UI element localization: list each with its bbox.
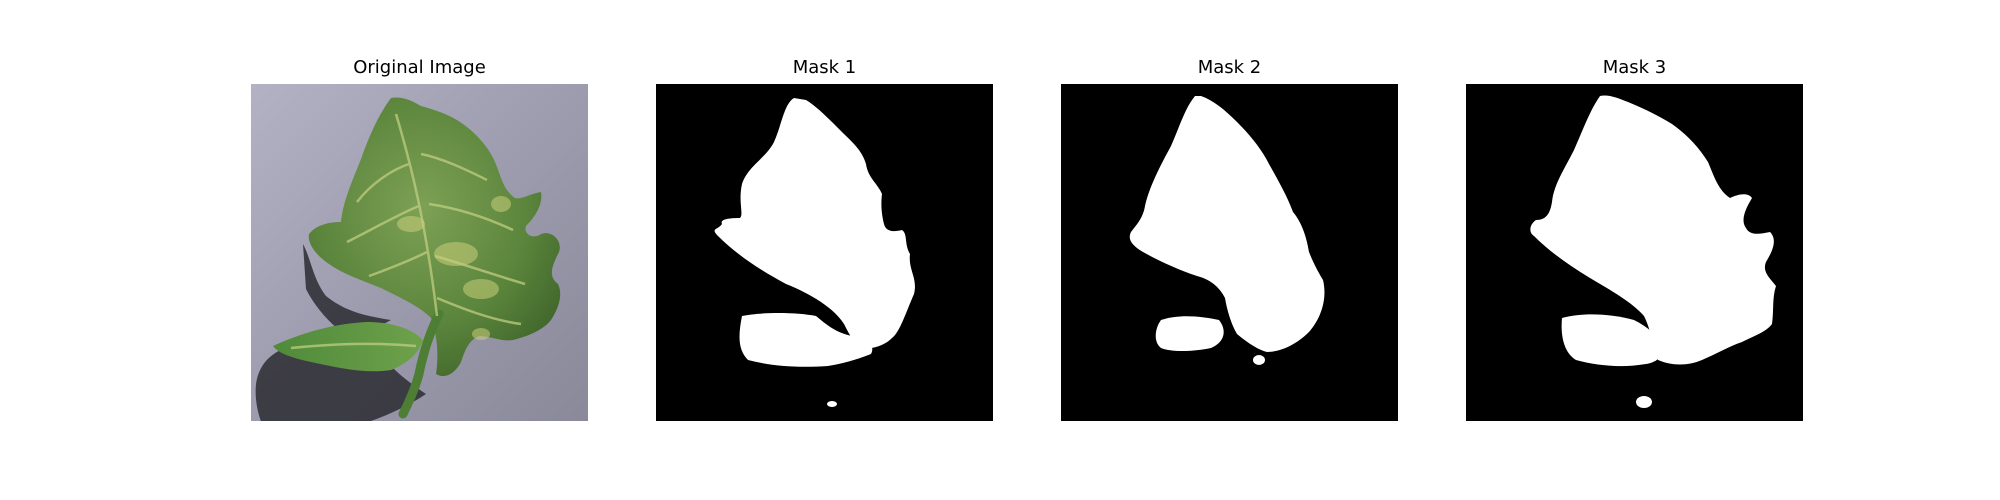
mask-2-region [1253, 355, 1265, 365]
original-image-panel: Original Image [251, 0, 588, 500]
mask-2-image [1061, 84, 1398, 421]
mask-1-region [827, 401, 837, 407]
panel-title: Mask 1 [792, 57, 857, 78]
leaf-shadow [255, 244, 426, 421]
panel-title: Mask 3 [1602, 57, 1667, 78]
leaf-lower-leaflet [273, 322, 423, 372]
mask-1-region [739, 313, 873, 367]
mask-3-region [1561, 314, 1663, 367]
leaf-spots [397, 196, 511, 340]
mask-2-region [1155, 316, 1224, 351]
leaf-stem [398, 309, 444, 419]
mask-1-image [656, 84, 993, 421]
leaf-main [308, 97, 561, 377]
mask-1-panel: Mask 1 [656, 0, 993, 500]
mask-3-region [1636, 396, 1652, 408]
panel-title: Original Image [353, 57, 486, 78]
mask-2-panel: Mask 2 [1061, 0, 1398, 500]
original-leaf-image [251, 84, 588, 421]
mask-3-panel: Mask 3 [1466, 0, 1803, 500]
mask-3-region [1530, 95, 1776, 365]
mask-3-image [1466, 84, 1803, 421]
mask-1-region [714, 98, 915, 349]
mask-2-region [1129, 96, 1325, 352]
panel-title: Mask 2 [1197, 57, 1262, 78]
